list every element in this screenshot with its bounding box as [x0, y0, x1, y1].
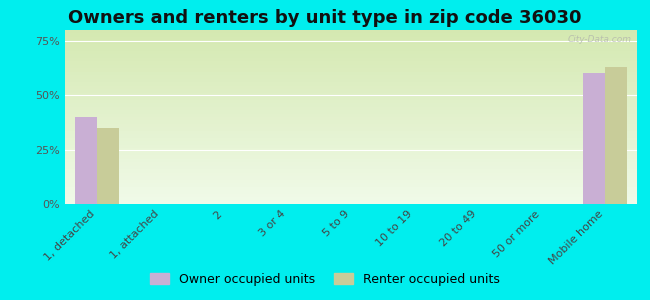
Bar — [75, 117, 97, 204]
Bar — [65, 30, 637, 34]
Bar — [65, 40, 637, 44]
Bar — [65, 180, 637, 183]
Text: Owners and renters by unit type in zip code 36030: Owners and renters by unit type in zip c… — [68, 9, 582, 27]
Bar — [583, 74, 605, 204]
Bar — [65, 166, 637, 169]
Bar — [65, 121, 637, 124]
Bar — [65, 183, 637, 187]
Bar — [65, 134, 637, 138]
Legend: Owner occupied units, Renter occupied units: Owner occupied units, Renter occupied un… — [146, 268, 504, 291]
Bar — [65, 197, 637, 200]
Bar — [605, 67, 627, 204]
Bar — [65, 75, 637, 79]
Bar — [65, 44, 637, 47]
Bar — [65, 124, 637, 128]
Bar — [65, 155, 637, 159]
Bar — [65, 145, 637, 148]
Bar — [65, 131, 637, 134]
Bar — [65, 110, 637, 113]
Bar — [65, 82, 637, 86]
Bar — [65, 37, 637, 40]
Bar — [65, 200, 637, 204]
Bar — [65, 187, 637, 190]
Bar — [65, 190, 637, 194]
Bar — [65, 89, 637, 93]
Bar — [65, 148, 637, 152]
Bar — [65, 141, 637, 145]
Bar — [65, 138, 637, 141]
Bar — [65, 93, 637, 96]
Bar — [65, 113, 637, 117]
Bar — [65, 96, 637, 100]
Bar — [65, 72, 637, 75]
Bar — [65, 61, 637, 65]
Bar — [65, 194, 637, 197]
Bar — [65, 152, 637, 155]
Bar — [65, 65, 637, 68]
Text: City-Data.com: City-Data.com — [567, 35, 631, 44]
Bar — [65, 54, 637, 58]
Bar — [65, 34, 637, 37]
Bar — [65, 100, 637, 103]
Bar — [65, 58, 637, 61]
Bar — [65, 47, 637, 51]
Bar — [65, 159, 637, 162]
Bar — [65, 128, 637, 131]
Bar — [65, 103, 637, 106]
Bar — [65, 79, 637, 82]
Bar — [97, 128, 119, 204]
Bar — [65, 106, 637, 110]
Bar — [65, 176, 637, 180]
Bar — [65, 51, 637, 54]
Bar — [65, 162, 637, 166]
Bar — [65, 86, 637, 89]
Bar — [65, 169, 637, 173]
Bar — [65, 173, 637, 176]
Bar — [65, 68, 637, 72]
Bar — [65, 117, 637, 121]
